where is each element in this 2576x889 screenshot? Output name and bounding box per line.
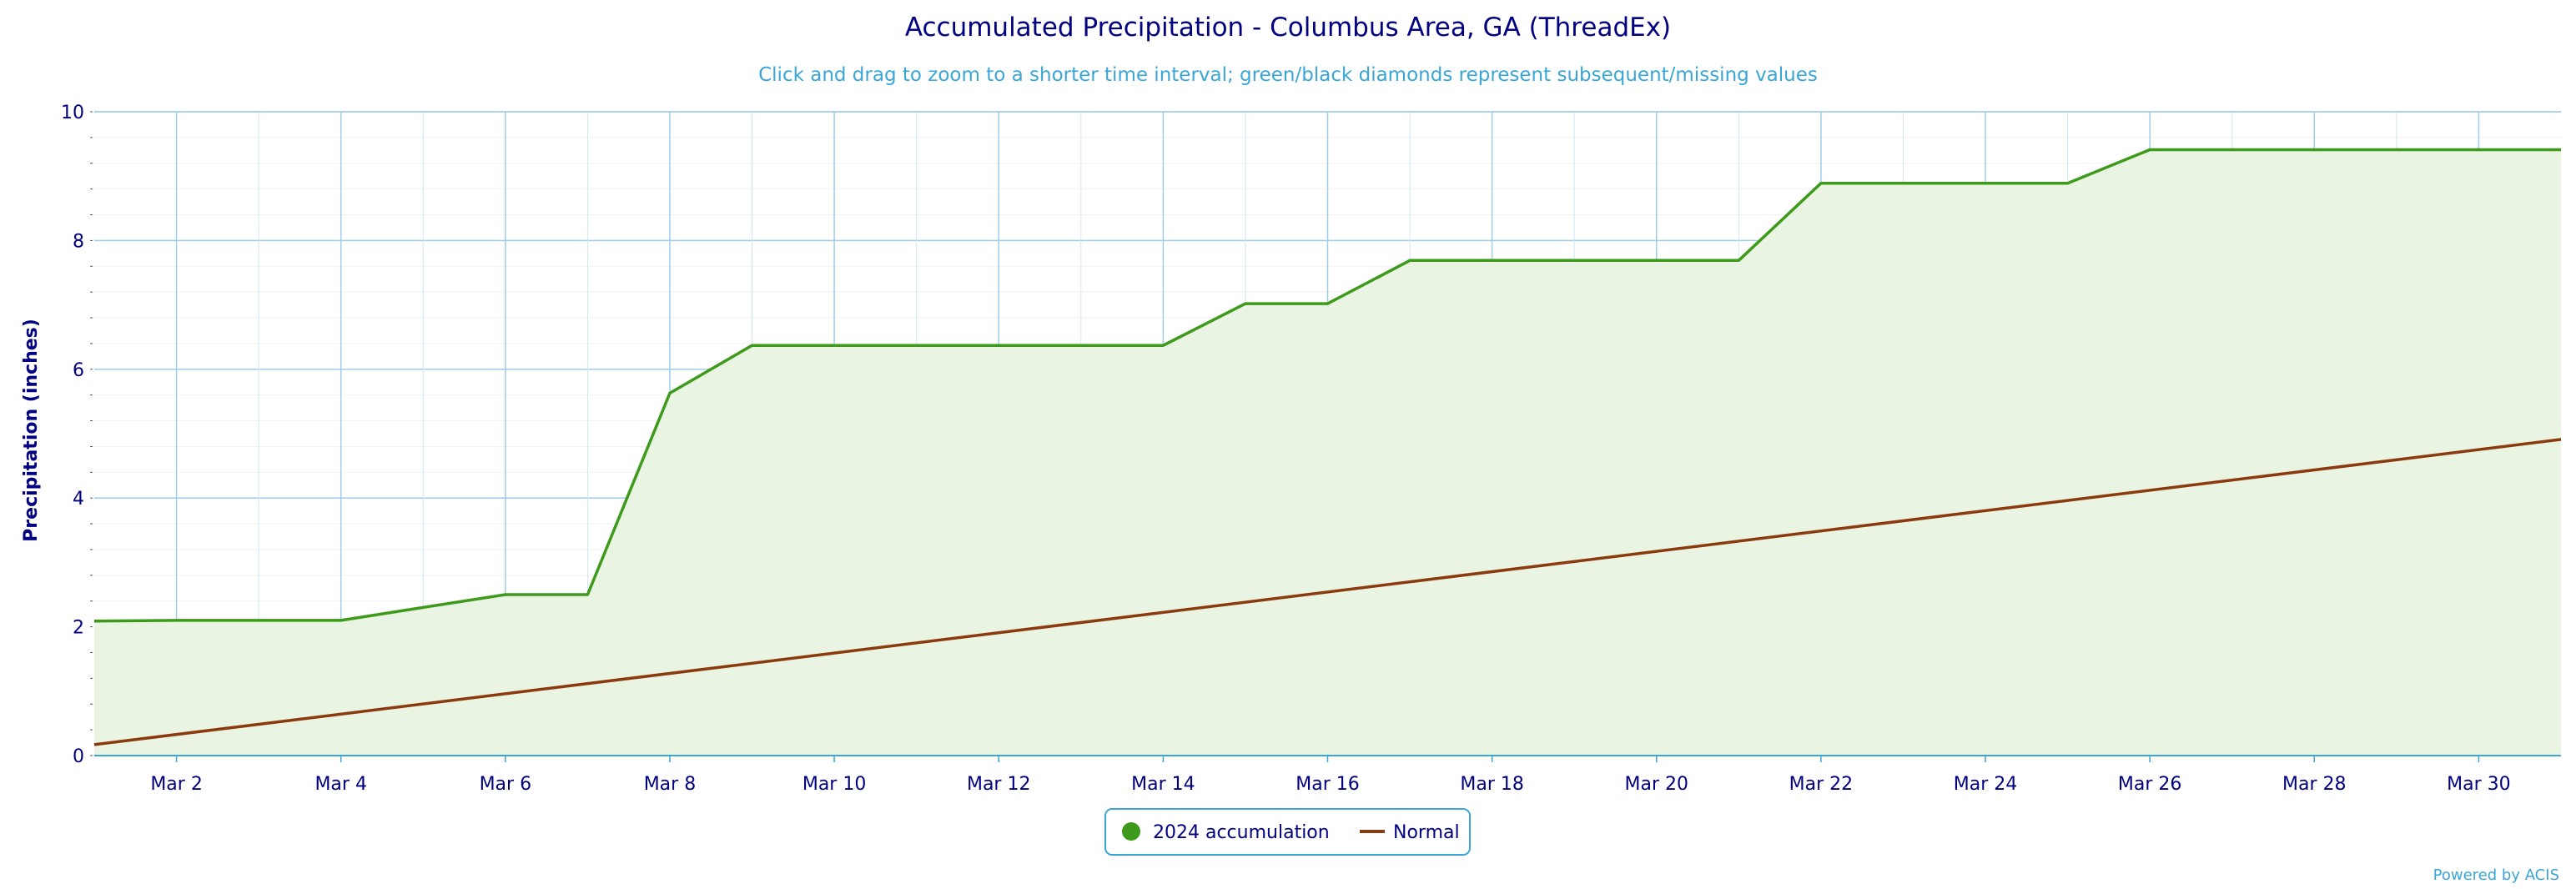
y-tick-label: 0 [73, 746, 84, 767]
x-tick-label: Mar 28 [2282, 774, 2347, 795]
data-point-2024-accumulation [1244, 302, 1247, 305]
data-point-2024-accumulation [2395, 148, 2398, 152]
data-point-2024-accumulation [2066, 182, 2070, 185]
x-tick-label: Mar 30 [2447, 774, 2511, 795]
x-tick-label: Mar 8 [644, 774, 697, 795]
legend[interactable]: 2024 accumulation Normal [1104, 808, 1471, 856]
data-point-2024-accumulation [2312, 148, 2316, 152]
x-tick-label: Mar 24 [1954, 774, 2018, 795]
data-point-2024-accumulation [1161, 344, 1165, 347]
data-point-2024-accumulation [1655, 259, 1658, 262]
data-point-2024-accumulation [1737, 259, 1740, 262]
data-point-2024-accumulation [1326, 302, 1330, 305]
x-tick-label: Mar 18 [1460, 774, 1524, 795]
x-tick-label: Mar 26 [2118, 774, 2182, 795]
y-axis-label: Precipitation (inches) [21, 319, 42, 542]
x-tick-label: Mar 16 [1296, 774, 1360, 795]
x-tick-label: Mar 10 [802, 774, 867, 795]
legend-label-normal: Normal [1393, 822, 1460, 843]
chart-title: Accumulated Precipitation - Columbus Are… [905, 13, 1671, 43]
chart-subtitle: Click and drag to zoom to a shorter time… [758, 64, 1818, 86]
data-point-2024-accumulation [2148, 148, 2151, 152]
data-point-2024-accumulation [1984, 182, 1987, 185]
legend-label-2024-accumulation: 2024 accumulation [1153, 822, 1330, 843]
data-point-2024-accumulation [340, 619, 343, 622]
line-layer [93, 148, 2563, 746]
legend-item-2024-accumulation[interactable]: 2024 accumulation [1122, 822, 1330, 843]
x-tick-label: Mar 6 [480, 774, 532, 795]
legend-marker-2024-accumulation [1122, 822, 1140, 841]
data-point-2024-accumulation [175, 619, 179, 622]
data-point-2024-accumulation [1079, 344, 1083, 347]
legend-item-normal[interactable]: Normal [1360, 822, 1460, 843]
legend-box [1104, 808, 1471, 856]
data-point-2024-accumulation [1902, 182, 1905, 185]
data-point-2024-accumulation [1819, 182, 1823, 185]
y-tick-label: 6 [73, 360, 84, 381]
data-point-2024-accumulation [751, 344, 754, 347]
data-point-2024-accumulation [915, 344, 918, 347]
data-point-2024-accumulation [586, 593, 589, 596]
x-tick-label: Mar 14 [1131, 774, 1195, 795]
series-area-2024-accumulation [94, 149, 2561, 756]
y-tick-label: 8 [73, 231, 84, 252]
data-point-2024-accumulation [668, 391, 672, 394]
x-tick-label: Mar 20 [1625, 774, 1689, 795]
data-point-2024-accumulation [2559, 148, 2563, 152]
y-tick-label: 4 [73, 489, 84, 510]
data-point-2024-accumulation [2477, 148, 2480, 152]
data-point-2024-accumulation [1491, 259, 1494, 262]
data-point-2024-accumulation [257, 619, 260, 622]
powered-by-credit[interactable]: Powered by ACIS [2433, 866, 2559, 884]
x-tick-label: Mar 4 [314, 774, 367, 795]
y-tick-label: 2 [73, 618, 84, 639]
data-point-2024-accumulation [504, 593, 507, 596]
data-point-2024-accumulation [833, 344, 836, 347]
area-layer [94, 149, 2561, 756]
axes: 0 2 4 6 8 10 Mar 2 Mar 4 Mar 6 Mar 8 Mar 10 Mar 12 M… [61, 103, 2561, 795]
x-tick-label: Mar 12 [967, 774, 1031, 795]
x-tick-label: Mar 22 [1789, 774, 1854, 795]
data-point-2024-accumulation [1572, 259, 1576, 262]
series-line-2024-accumulation [93, 148, 2561, 623]
data-point-2024-accumulation [2231, 148, 2234, 152]
x-tick-label: Mar 2 [150, 774, 203, 795]
y-tick-label: 10 [61, 103, 84, 123]
data-point-2024-accumulation [997, 344, 1000, 347]
series-line-normal [93, 438, 2562, 746]
data-point-2024-accumulation [421, 605, 425, 609]
data-point-2024-accumulation [93, 620, 96, 623]
data-point-2024-accumulation [1408, 259, 1411, 262]
